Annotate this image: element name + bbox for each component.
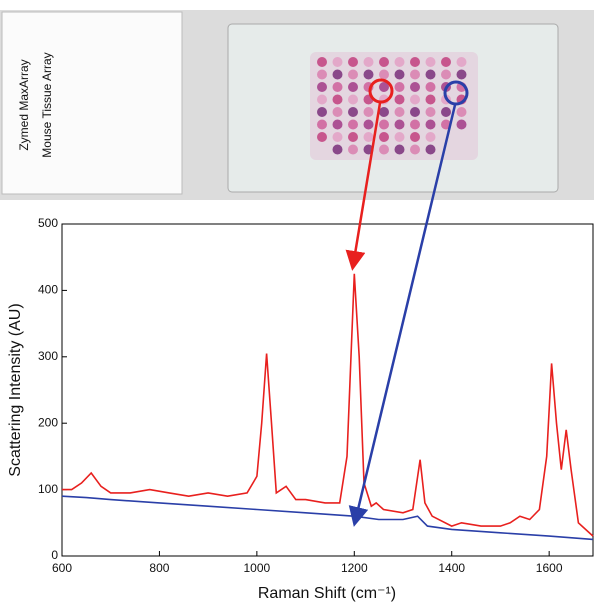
tissue-dot xyxy=(332,132,343,142)
tissue-dot xyxy=(317,82,327,92)
y-tick-label: 100 xyxy=(38,482,58,496)
tissue-dot xyxy=(363,69,374,80)
blue-arrow xyxy=(348,104,457,527)
x-tick-label: 1600 xyxy=(536,561,563,575)
tissue-dot xyxy=(317,69,327,80)
series-line xyxy=(62,273,594,537)
plot-frame xyxy=(61,223,594,557)
tissue-dot xyxy=(425,69,436,80)
tissue-dot xyxy=(332,82,343,92)
tissue-dot xyxy=(363,107,374,117)
tissue-dot xyxy=(317,94,327,105)
tissue-dot xyxy=(410,69,420,80)
slide-label xyxy=(1,11,183,195)
x-tick-label: 1000 xyxy=(244,561,271,575)
tissue-dot xyxy=(317,107,327,117)
y-tick-label: 0 xyxy=(51,548,58,562)
tissue-dot xyxy=(394,94,405,105)
x-tick-label: 600 xyxy=(52,561,72,575)
tissue-dot xyxy=(379,144,389,155)
tissue-dot xyxy=(348,94,358,105)
tissue-dot xyxy=(425,107,436,117)
y-tick-label: 400 xyxy=(38,283,58,297)
red-arrow xyxy=(345,102,382,271)
tissue-dot xyxy=(441,107,451,117)
tissue-dot xyxy=(456,119,467,130)
tissue-dot xyxy=(348,107,358,117)
tissue-dot xyxy=(394,119,405,130)
tissue-dot xyxy=(332,94,343,105)
tissue-dot xyxy=(394,132,405,142)
tissue-dot xyxy=(332,57,343,67)
tissue-dot xyxy=(379,119,389,130)
plot: 0 100 200 300 400 500 600 800 1000 1200 1400 1600 xyxy=(38,216,594,575)
tissue-dot xyxy=(425,94,436,105)
tissue-dot xyxy=(410,94,420,105)
tissue-dot xyxy=(410,107,420,117)
blue-marker xyxy=(443,80,469,106)
array-area xyxy=(310,52,478,160)
tissue-dot xyxy=(379,57,389,67)
tissue-dot xyxy=(379,69,389,80)
tissue-dot xyxy=(394,82,405,92)
tissue-dot xyxy=(394,144,405,155)
y-tick-label: 300 xyxy=(38,349,58,363)
tissue-dot xyxy=(425,57,436,67)
tissue-dot xyxy=(456,57,467,67)
x-tick-label: 1400 xyxy=(438,561,465,575)
y-tick-label: 200 xyxy=(38,415,58,429)
tissue-dot xyxy=(394,57,405,67)
tissue-dot xyxy=(394,69,405,80)
tissue-dot xyxy=(441,57,451,67)
tissue-dot xyxy=(348,119,358,130)
tissue-dot xyxy=(332,107,343,117)
tissue-dot xyxy=(410,82,420,92)
tissue-dot xyxy=(317,119,327,130)
tissue-dot xyxy=(394,107,405,117)
tissue-dot xyxy=(348,144,358,155)
tissue-dot xyxy=(425,119,436,130)
tissue-dot xyxy=(317,132,327,142)
y-axis-label: Scattering Intensity (AU) xyxy=(7,303,24,476)
tissue-dot xyxy=(441,69,451,80)
x-tick-label: 1200 xyxy=(341,561,368,575)
y-tick-label: 500 xyxy=(38,216,58,230)
tissue-dot xyxy=(410,132,420,142)
tissue-dot xyxy=(456,107,467,117)
tissue-dot xyxy=(410,144,420,155)
tissue-dots xyxy=(317,57,467,155)
tissue-dot xyxy=(379,107,389,117)
slide-text: Mouse Tissue Array xyxy=(40,52,54,157)
tissue-dot xyxy=(425,132,436,142)
tissue-dot xyxy=(410,57,420,67)
tissue-dot xyxy=(317,57,327,67)
tissue-dot xyxy=(332,119,343,130)
tissue-dot xyxy=(348,69,358,80)
x-tick-label: 800 xyxy=(149,561,169,575)
tissue-dot xyxy=(425,82,436,92)
tissue-dot xyxy=(332,144,343,155)
tissue-dot xyxy=(363,119,374,130)
tissue-dot xyxy=(332,69,343,80)
tissue-dot xyxy=(410,119,420,130)
red-marker xyxy=(368,78,394,104)
tissue-dot xyxy=(348,57,358,67)
slide-text: Zymed MaxArray xyxy=(17,59,31,150)
tissue-dot xyxy=(425,144,436,155)
x-axis-label: Raman Shift (cm⁻¹) xyxy=(258,585,396,602)
tissue-dot xyxy=(348,132,358,142)
tissue-dot xyxy=(348,82,358,92)
tissue-dot xyxy=(363,132,374,142)
tissue-dot xyxy=(363,57,374,67)
tissue-dot xyxy=(456,69,467,80)
tissue-dot xyxy=(379,82,389,92)
tissue-dot xyxy=(379,132,389,142)
